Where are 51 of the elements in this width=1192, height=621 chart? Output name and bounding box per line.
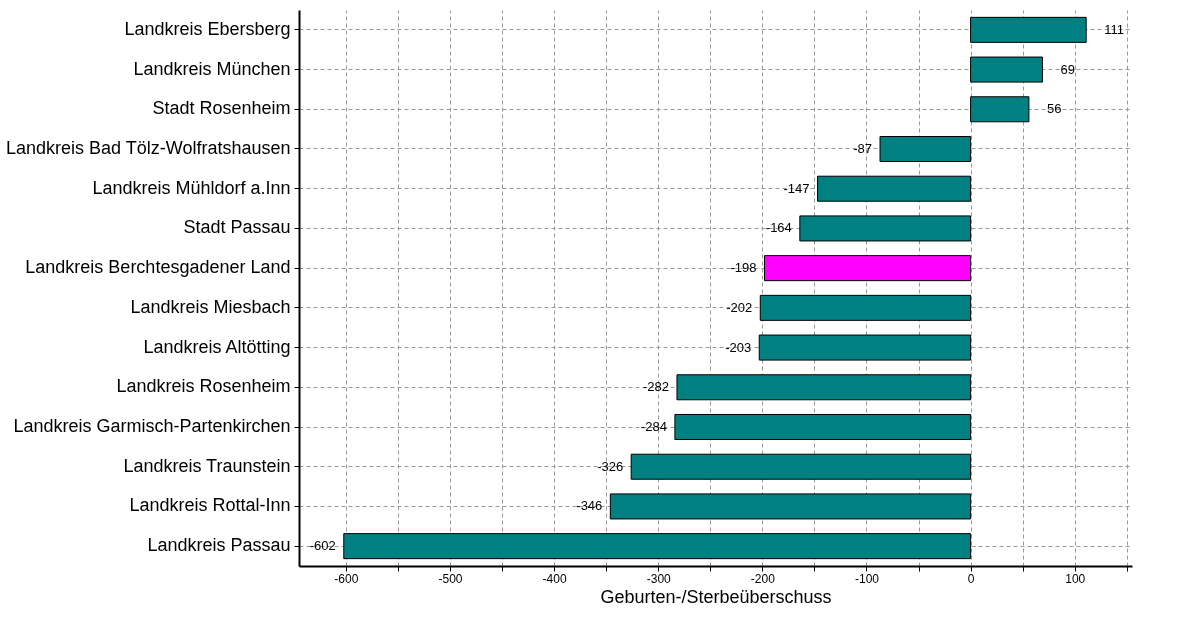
y-tick-label: Landkreis Traunstein xyxy=(123,455,291,476)
data-label: 111 xyxy=(1104,21,1124,37)
y-tick-label: Landkreis Mühldorf a.Inn xyxy=(92,177,291,198)
x-tick-label: -100 xyxy=(854,571,880,586)
y-tick-label: Landkreis Bad Tölz-Wolfratshausen xyxy=(6,138,291,158)
bar xyxy=(609,493,972,520)
data-label: -326 xyxy=(597,458,624,474)
y-tick-label: Landkreis Garmisch-Partenkirchen xyxy=(13,416,291,436)
y-tick-label: Stadt Passau xyxy=(183,217,291,238)
data-label: 69 xyxy=(1060,61,1075,77)
bar xyxy=(343,533,972,560)
y-tick-label: Landkreis Passau xyxy=(147,535,291,556)
x-tick-label: -500 xyxy=(438,571,463,586)
bar xyxy=(970,96,1030,123)
x-tick-label: 100 xyxy=(1065,571,1086,586)
x-axis-title: Geburten-/Sterbeüberschuss xyxy=(600,586,832,607)
bar xyxy=(676,374,972,401)
bar xyxy=(674,413,972,441)
data-label: -198 xyxy=(730,260,757,276)
x-tick-label: -400 xyxy=(542,571,567,586)
data-label: -164 xyxy=(765,220,792,236)
y-tick-label: Landkreis Miesbach xyxy=(130,296,291,317)
data-label: -602 xyxy=(309,538,336,554)
data-label: -346 xyxy=(576,498,603,514)
y-tick-label: Landkreis Berchtesgadener Land xyxy=(25,257,291,278)
y-tick-label: Landkreis Rottal-Inn xyxy=(129,495,291,516)
data-label: -284 xyxy=(640,419,667,434)
data-label: -203 xyxy=(725,339,752,355)
bar xyxy=(970,16,1087,43)
bar xyxy=(879,135,972,163)
data-label: -147 xyxy=(783,180,810,196)
x-tick-label: 0 xyxy=(967,571,975,586)
y-tick-label: Landkreis Rosenheim xyxy=(116,376,291,397)
bar xyxy=(799,215,972,242)
bar xyxy=(763,255,972,282)
data-label: -282 xyxy=(642,379,669,395)
data-label: -87 xyxy=(853,141,873,156)
y-tick-label: Landkreis Ebersberg xyxy=(124,18,291,39)
x-tick-label: -200 xyxy=(750,571,776,586)
y-tick-label: Stadt Rosenheim xyxy=(152,98,291,119)
x-tick-label: -300 xyxy=(646,571,672,586)
data-label: -202 xyxy=(726,299,753,315)
bar xyxy=(970,56,1043,83)
y-tick-label: Landkreis München xyxy=(133,58,291,79)
bar xyxy=(817,175,972,202)
data-label: 56 xyxy=(1046,101,1062,117)
bar xyxy=(630,453,972,480)
bar xyxy=(758,334,972,361)
y-tick-label: Landkreis Altötting xyxy=(143,336,291,357)
bar xyxy=(759,294,972,321)
x-tick-label: -600 xyxy=(334,571,359,586)
